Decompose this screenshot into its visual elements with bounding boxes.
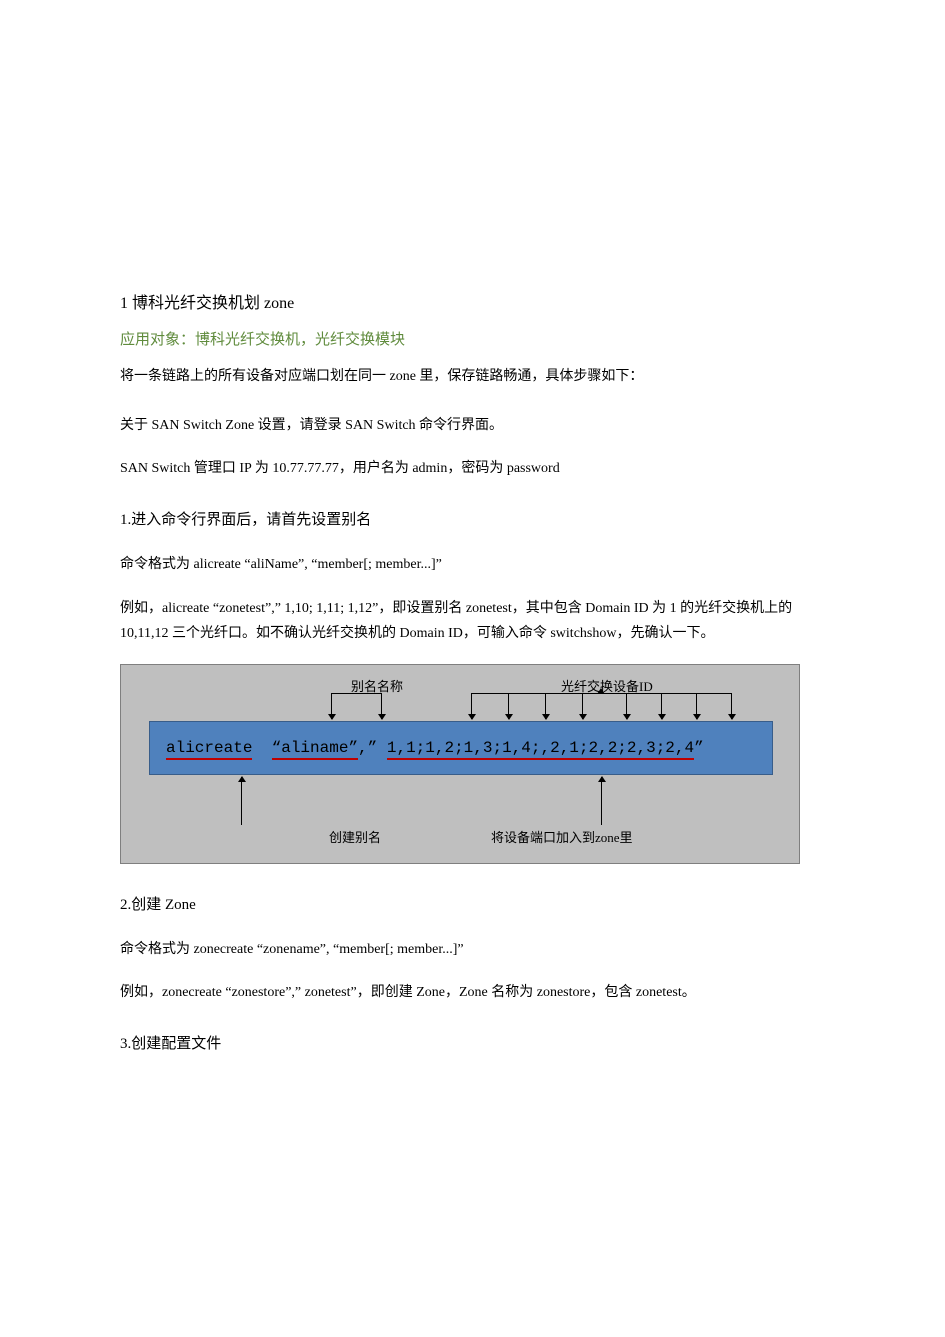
step-3-heading: 3.创建配置文件 [120, 1031, 825, 1058]
step-2-example: 例如，zonecreate “zonestore”,” zonetest”，即创… [120, 980, 825, 1005]
diagram-cmd-sep: ,” [358, 734, 377, 763]
step-2-format: 命令格式为 zonecreate “zonename”, “member[; m… [120, 937, 825, 962]
diagram-label-device-id: 光纤交换设备ID [561, 675, 653, 698]
diagram-connector-line [331, 693, 381, 694]
step-1-format: 命令格式为 alicreate “aliName”, “member[; mem… [120, 552, 825, 577]
diagram-arrow [331, 693, 332, 719]
diagram-arrow [731, 693, 732, 719]
title-text: 博科光纤交换机划 zone [132, 295, 294, 312]
paragraph-2: SAN Switch 管理口 IP 为 10.77.77.77，用户名为 adm… [120, 456, 825, 481]
diagram-label-add-ports: 将设备端口加入到zone里 [491, 826, 633, 849]
diagram-cmd-aliname: “aliname” [272, 734, 358, 763]
diagram-cmd-end: ” [694, 734, 704, 763]
step-1-example: 例如，alicreate “zonetest”,” 1,10; 1,11; 1,… [120, 596, 825, 646]
title-number: 1 [120, 295, 128, 312]
diagram-arrow [582, 693, 583, 719]
diagram-arrow [696, 693, 697, 719]
diagram-label-alias-name: 别名名称 [351, 675, 403, 698]
diagram-arrow [381, 693, 382, 719]
diagram-label-create-alias: 创建别名 [329, 826, 381, 849]
diagram-cmd-ports: 1,1;1,2;1,3;1,4;,2,1;2,2;2,3;2,4 [387, 734, 694, 763]
diagram-cmd-space2 [377, 734, 387, 763]
diagram-arrow [241, 777, 242, 825]
document-title: 1 博科光纤交换机划 zone [120, 290, 825, 319]
step-2-heading: 2.创建 Zone [120, 892, 825, 919]
step-1-heading: 1.进入命令行界面后，请首先设置别名 [120, 507, 825, 534]
subtitle: 应用对象：博科光纤交换机，光纤交换模块 [120, 327, 825, 354]
diagram-arrow [471, 693, 472, 719]
command-diagram: 别名名称 光纤交换设备ID alicreate “aliname” ,” 1,1… [120, 664, 800, 864]
diagram-arrow [661, 693, 662, 719]
diagram-arrow [626, 693, 627, 719]
paragraph-1: 关于 SAN Switch Zone 设置，请登录 SAN Switch 命令行… [120, 413, 825, 438]
diagram-cmd-create: alicreate [166, 734, 252, 763]
diagram-arrow [601, 777, 602, 825]
diagram-arrow [545, 693, 546, 719]
intro-paragraph: 将一条链路上的所有设备对应端口划在同一 zone 里，保存链路畅通，具体步骤如下… [120, 364, 825, 389]
diagram-cmd-space [252, 734, 271, 763]
diagram-arrow [508, 693, 509, 719]
diagram-command-box: alicreate “aliname” ,” 1,1;1,2;1,3;1,4;,… [149, 721, 773, 775]
